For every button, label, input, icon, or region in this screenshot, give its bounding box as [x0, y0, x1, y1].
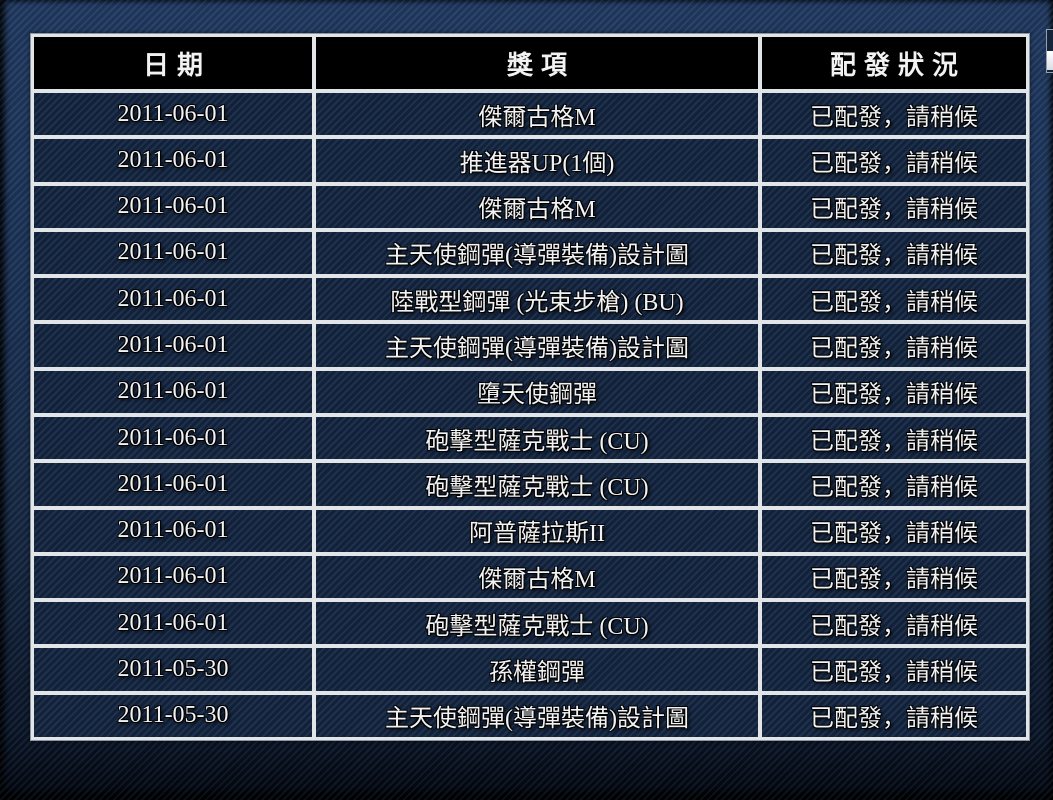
cell-date: 2011-06-01: [34, 93, 312, 136]
cell-prize: 阿普薩拉斯II: [316, 509, 758, 552]
cell-status: 已配發，請稍候: [762, 555, 1026, 599]
cell-status: 已配發，請稍候: [762, 416, 1026, 460]
table-row: 2011-06-01 主天使鋼彈(導彈裝備)設計圖 已配發，請稍候: [34, 324, 1026, 367]
cell-status: 已配發，請稍候: [762, 694, 1026, 737]
column-header-status: 配發狀況: [762, 37, 1026, 89]
column-header-date: 日期: [34, 37, 312, 89]
cell-status: 已配發，請稍候: [762, 93, 1026, 136]
table-header-row: 日期 獎項 配發狀況: [34, 37, 1026, 89]
cell-status: 已配發，請稍候: [762, 324, 1026, 367]
cell-status: 已配發，請稍候: [762, 602, 1026, 645]
cell-prize: 砲擊型薩克戰士 (CU): [316, 602, 758, 645]
table-row: 2011-06-01 墮天使鋼彈 已配發，請稍候: [34, 370, 1026, 413]
cell-status: 已配發，請稍候: [762, 370, 1026, 413]
cell-date: 2011-06-01: [34, 509, 312, 552]
table-row: 2011-06-01 阿普薩拉斯II 已配發，請稍候: [34, 509, 1026, 552]
table-row: 2011-06-01 傑爾古格M 已配發，請稍候: [34, 555, 1026, 599]
cell-prize: 推進器UP(1個): [316, 139, 758, 182]
cell-prize: 傑爾古格M: [316, 93, 758, 136]
cell-date: 2011-05-30: [34, 694, 312, 737]
cell-prize: 傑爾古格M: [316, 555, 758, 599]
table-row: 2011-06-01 傑爾古格M 已配發，請稍候: [34, 93, 1026, 136]
cell-status: 已配發，請稍候: [762, 231, 1026, 275]
cell-status: 已配發，請稍候: [762, 509, 1026, 552]
cell-status: 已配發，請稍候: [762, 139, 1026, 182]
cell-status: 已配發，請稍候: [762, 648, 1026, 691]
cell-prize: 砲擊型薩克戰士 (CU): [316, 463, 758, 506]
table-row: 2011-06-01 推進器UP(1個) 已配發，請稍候: [34, 139, 1026, 182]
cell-prize: 孫權鋼彈: [316, 648, 758, 691]
reward-table: 日期 獎項 配發狀況 2011-06-01 傑爾古格M 已配發，請稍候 2011…: [30, 33, 1030, 741]
cell-date: 2011-06-01: [34, 555, 312, 599]
cell-prize: 主天使鋼彈(導彈裝備)設計圖: [316, 231, 758, 275]
cell-date: 2011-06-01: [34, 278, 312, 321]
scrollbar-thumb[interactable]: [1047, 51, 1053, 70]
cell-prize: 陸戰型鋼彈 (光束步槍) (BU): [316, 278, 758, 321]
cell-date: 2011-06-01: [34, 463, 312, 506]
cell-prize: 主天使鋼彈(導彈裝備)設計圖: [316, 694, 758, 737]
cell-date: 2011-06-01: [34, 602, 312, 645]
cell-date: 2011-06-01: [34, 416, 312, 460]
table-body: 2011-06-01 傑爾古格M 已配發，請稍候 2011-06-01 推進器U…: [34, 93, 1026, 737]
cell-date: 2011-05-30: [34, 648, 312, 691]
table-row: 2011-06-01 砲擊型薩克戰士 (CU) 已配發，請稍候: [34, 416, 1026, 460]
table-row: 2011-06-01 主天使鋼彈(導彈裝備)設計圖 已配發，請稍候: [34, 231, 1026, 275]
cell-prize: 墮天使鋼彈: [316, 370, 758, 413]
table-row: 2011-05-30 主天使鋼彈(導彈裝備)設計圖 已配發，請稍候: [34, 694, 1026, 737]
table-row: 2011-06-01 砲擊型薩克戰士 (CU) 已配發，請稍候: [34, 602, 1026, 645]
scrollbar-fragment[interactable]: [1046, 29, 1053, 73]
cell-date: 2011-06-01: [34, 231, 312, 275]
cell-status: 已配發，請稍候: [762, 463, 1026, 506]
cell-prize: 傑爾古格M: [316, 185, 758, 228]
cell-date: 2011-06-01: [34, 324, 312, 367]
table-row: 2011-06-01 傑爾古格M 已配發，請稍候: [34, 185, 1026, 228]
cell-prize: 砲擊型薩克戰士 (CU): [316, 416, 758, 460]
table-row: 2011-06-01 陸戰型鋼彈 (光束步槍) (BU) 已配發，請稍候: [34, 278, 1026, 321]
cell-status: 已配發，請稍候: [762, 278, 1026, 321]
table-row: 2011-05-30 孫權鋼彈 已配發，請稍候: [34, 648, 1026, 691]
cell-date: 2011-06-01: [34, 370, 312, 413]
column-header-prize: 獎項: [316, 37, 758, 89]
cell-date: 2011-06-01: [34, 139, 312, 182]
cell-date: 2011-06-01: [34, 185, 312, 228]
cell-status: 已配發，請稍候: [762, 185, 1026, 228]
table-row: 2011-06-01 砲擊型薩克戰士 (CU) 已配發，請稍候: [34, 463, 1026, 506]
cell-prize: 主天使鋼彈(導彈裝備)設計圖: [316, 324, 758, 367]
